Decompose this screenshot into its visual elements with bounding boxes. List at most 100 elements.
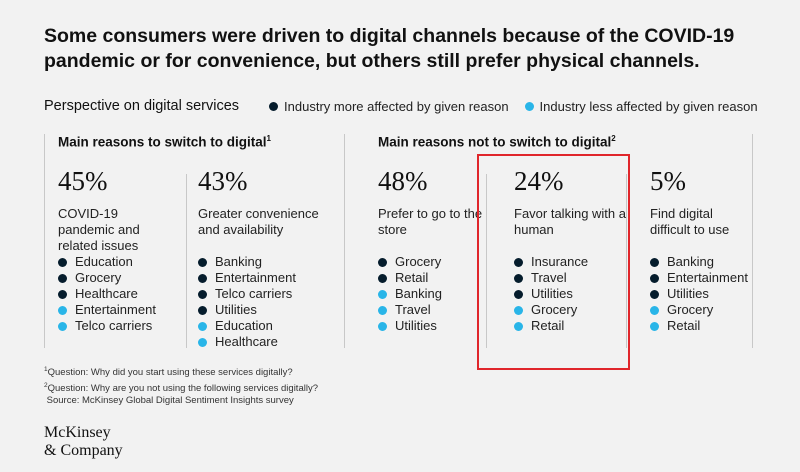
industry-name: Telco carriers xyxy=(215,286,293,301)
legend-less-dot-icon xyxy=(524,101,534,111)
footnote-1-text: Question: Why did you start using these … xyxy=(47,367,293,379)
industry-name: Insurance xyxy=(531,254,589,269)
industry-item: Retail xyxy=(514,318,629,334)
section-switch-label: Main reasons to switch to digital xyxy=(58,134,267,150)
reason-column-5: 5% Find digital difficult to use Banking En… xyxy=(650,166,750,334)
percent-value: 5% xyxy=(650,166,686,196)
footnotes: 1Question: Why did you start using these… xyxy=(44,364,318,408)
more-affected-dot-icon xyxy=(650,289,659,299)
industry-name: Education xyxy=(75,254,133,269)
industry-name: Banking xyxy=(395,286,442,301)
industry-name: Healthcare xyxy=(215,334,278,349)
more-affected-dot-icon xyxy=(650,257,659,267)
less-affected-dot-icon xyxy=(650,305,659,315)
percent-value: 48% xyxy=(378,166,428,196)
less-affected-dot-icon xyxy=(198,321,207,331)
reason-label: Favor talking with a human xyxy=(514,206,626,237)
less-affected-dot-icon xyxy=(378,321,387,331)
more-affected-dot-icon xyxy=(514,289,523,299)
mckinsey-logo: McKinsey & Company xyxy=(44,424,123,460)
logo-line-2: & Company xyxy=(44,442,123,459)
industry-name: Education xyxy=(215,318,273,333)
industry-item: Retail xyxy=(650,318,750,334)
footnote-1: 1Question: Why did you start using these… xyxy=(44,364,318,380)
percent-value: 43% xyxy=(198,166,248,196)
industry-item: Education xyxy=(58,254,173,270)
industry-item: Entertainment xyxy=(58,302,173,318)
industry-item: Grocery xyxy=(514,302,629,318)
section-switch-heading: Main reasons to switch to digital1 xyxy=(58,134,271,150)
industry-item: Grocery xyxy=(650,302,750,318)
industry-name: Telco carriers xyxy=(75,318,153,333)
industry-item: Utilities xyxy=(650,286,750,302)
industry-item: Banking xyxy=(198,254,328,270)
industry-item: Healthcare xyxy=(58,286,173,302)
industry-item: Entertainment xyxy=(650,270,750,286)
section-not-switch-label: Main reasons not to switch to digital xyxy=(378,134,612,150)
industry-name: Entertainment xyxy=(75,302,156,317)
industry-name: Retail xyxy=(395,270,429,285)
reason-column-3: 48% Prefer to go to the store Grocery Retai… xyxy=(378,166,493,334)
perspective-row: Perspective on digital services Industry… xyxy=(44,96,764,116)
industry-list: Banking Entertainment Telco carriers Utilit… xyxy=(198,254,328,350)
industry-item: Grocery xyxy=(378,254,493,270)
more-affected-dot-icon xyxy=(514,257,523,267)
percent-value: 24% xyxy=(514,166,564,196)
less-affected-dot-icon xyxy=(378,289,387,299)
industry-item: Insurance xyxy=(514,254,629,270)
divider-right xyxy=(752,134,753,348)
legend-more-dot-icon xyxy=(269,101,279,111)
industry-name: Grocery xyxy=(667,302,714,317)
industry-item: Utilities xyxy=(198,302,328,318)
footnote-2-text: Question: Why are you not using the foll… xyxy=(47,382,318,394)
reason-label: COVID-19 pandemic and related issues xyxy=(58,206,140,253)
less-affected-dot-icon xyxy=(514,305,523,315)
divider-left xyxy=(44,134,45,348)
less-affected-dot-icon xyxy=(650,321,659,331)
highlight-box xyxy=(477,154,630,370)
footnote-2: 2Question: Why are you not using the fol… xyxy=(44,380,318,396)
industry-name: Entertainment xyxy=(667,270,748,285)
industry-name: Entertainment xyxy=(215,270,296,285)
industry-name: Utilities xyxy=(531,286,573,301)
less-affected-dot-icon xyxy=(58,305,67,315)
industry-name: Utilities xyxy=(395,318,437,333)
section-not-switch-heading: Main reasons not to switch to digital2 xyxy=(378,134,616,150)
more-affected-dot-icon xyxy=(198,257,207,267)
reason-column-1: 45% COVID-19 pandemic and related issues E… xyxy=(58,166,173,334)
industry-item: Travel xyxy=(378,302,493,318)
industry-item: Banking xyxy=(378,286,493,302)
legend-more: Industry more affected by given reason xyxy=(269,99,509,114)
industry-item: Telco carriers xyxy=(198,286,328,302)
more-affected-dot-icon xyxy=(58,289,67,299)
industry-list: Education Grocery Healthcare Entertainment T… xyxy=(58,254,173,334)
more-affected-dot-icon xyxy=(378,273,387,283)
footnote-2-sup: 2 xyxy=(44,381,48,389)
industry-list: Insurance Travel Utilities Grocery Retail xyxy=(514,254,629,334)
industry-name: Banking xyxy=(215,254,262,269)
industry-name: Grocery xyxy=(75,270,122,285)
chart-title: Some consumers were driven to digital ch… xyxy=(44,25,735,72)
reason-label: Find digital difficult to use xyxy=(650,206,730,237)
more-affected-dot-icon xyxy=(198,305,207,315)
section-switch-sup: 1 xyxy=(266,134,271,143)
industry-name: Utilities xyxy=(667,286,709,301)
industry-name: Retail xyxy=(667,318,701,333)
divider-section xyxy=(344,134,345,348)
less-affected-dot-icon xyxy=(514,321,523,331)
industry-item: Grocery xyxy=(58,270,173,286)
industry-item: Retail xyxy=(378,270,493,286)
less-affected-dot-icon xyxy=(58,321,67,331)
more-affected-dot-icon xyxy=(198,273,207,283)
industry-name: Healthcare xyxy=(75,286,138,301)
logo-line-1: McKinsey xyxy=(44,424,111,441)
reason-column-4: 24% Favor talking with a human Insurance Tr… xyxy=(514,166,629,334)
more-affected-dot-icon xyxy=(198,289,207,299)
legend-more-label: Industry more affected by given reason xyxy=(284,98,509,114)
footnote-source: Source: McKinsey Global Digital Sentimen… xyxy=(44,395,318,408)
industry-item: Education xyxy=(198,318,328,334)
industry-name: Travel xyxy=(531,270,567,285)
more-affected-dot-icon xyxy=(514,273,523,283)
industry-item: Travel xyxy=(514,270,629,286)
reason-column-2: 43% Greater convenience and availability B… xyxy=(198,166,328,350)
